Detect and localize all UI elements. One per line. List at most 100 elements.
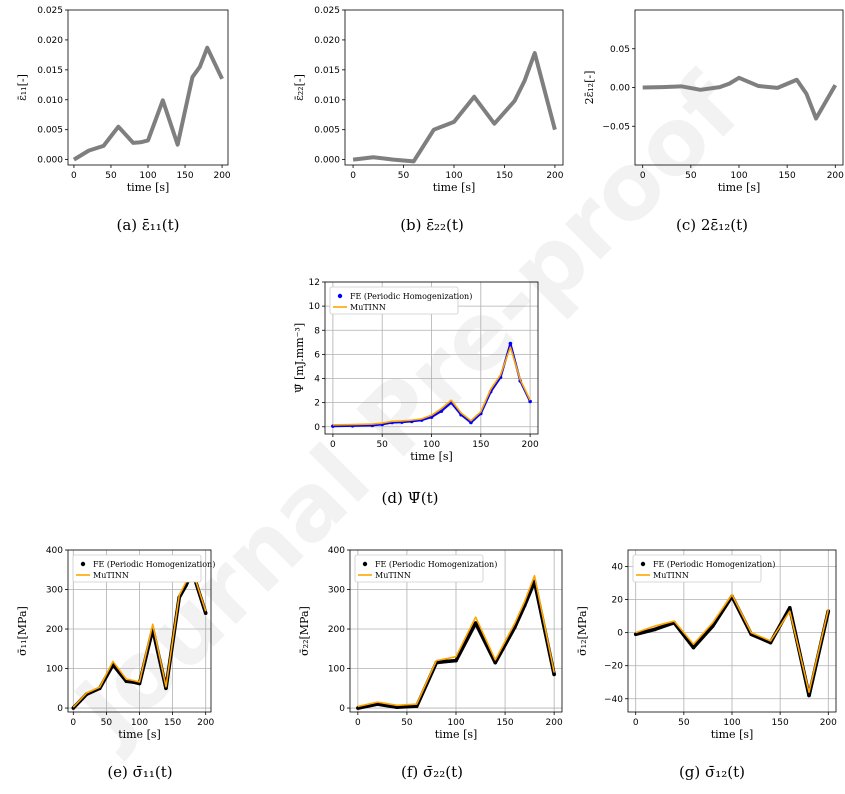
chart-b: 0 50 100 150 200 0.000 0.005 0.010 0.015 0.020 0.0…	[293, 6, 564, 234]
data-point	[444, 659, 448, 664]
legend-fe-label: FE (Periodic Homogenization)	[653, 560, 775, 569]
y-tick-label: 0.015	[37, 66, 63, 76]
data-point	[356, 706, 360, 710]
x-tick-label: 50	[398, 171, 410, 181]
data-point	[164, 686, 168, 691]
data-point	[469, 420, 473, 425]
y-axis-label: ε̄₁₁[-]	[16, 74, 29, 101]
x-tick-label: 50	[105, 171, 117, 181]
data-point	[552, 672, 556, 677]
x-tick-label: 0	[355, 718, 361, 728]
x-tick-label: 200	[827, 171, 844, 181]
x-axis-label: time [s]	[718, 181, 761, 194]
legend-box	[354, 554, 484, 583]
x-axis-label: time [s]	[127, 181, 170, 194]
legend-fe-label: FE (Periodic Homogenization)	[375, 560, 497, 569]
subfigure-caption: (d) Ψ̄(t)	[382, 489, 439, 507]
y-tick-label: 0.020	[37, 36, 63, 46]
y-tick-label: 4	[314, 375, 320, 385]
y-tick-label: 0.05	[610, 45, 630, 55]
y-tick-label: 0.025	[37, 6, 63, 16]
data-point	[633, 632, 638, 637]
y-tick-label: 8	[314, 326, 320, 336]
x-tick-label: 0	[70, 718, 76, 728]
y-tick-label: 100	[46, 665, 63, 675]
legend-fe-marker	[362, 561, 368, 567]
y-tick-label: 0.010	[37, 96, 63, 106]
x-tick-label: 150	[779, 171, 796, 181]
y-tick-label: −20	[604, 662, 623, 672]
data-point	[454, 658, 458, 663]
y-tick-label: 6	[314, 350, 320, 360]
y-tick-label: 40	[612, 563, 624, 573]
x-tick-label: 100	[423, 440, 440, 450]
x-tick-label: 0	[330, 440, 336, 450]
y-axis-label: 2ε̄₁₂[-]	[583, 71, 596, 105]
x-tick-label: 150	[176, 171, 193, 181]
x-tick-label: 100	[723, 718, 740, 728]
x-tick-label: 50	[678, 718, 690, 728]
x-tick-label: 200	[197, 718, 214, 728]
series-line	[642, 75, 838, 121]
y-tick-label: 0.005	[37, 126, 63, 136]
axes-frame	[344, 9, 564, 166]
y-tick-label: 300	[328, 586, 345, 596]
legend-mutinn-label: MuTINN	[653, 571, 689, 580]
data-point	[414, 704, 419, 708]
data-point	[375, 702, 380, 706]
x-tick-label: 100	[131, 718, 148, 728]
x-tick-label: 50	[376, 440, 388, 450]
chart-d: 0 50 100 150 200 0 2 4 6 8 10 12 time [s] Ψ̄ [mJ.mm⁻³…	[293, 278, 539, 507]
x-tick-label: 50	[101, 718, 113, 728]
y-tick-label: −40	[604, 695, 623, 705]
y-tick-label: 0.000	[314, 156, 340, 166]
legend-mutinn-label: MuTINN	[375, 571, 411, 580]
y-axis-label: σ̄₁₁[MPa]	[16, 606, 29, 656]
x-tick-label: 0	[640, 171, 646, 181]
subfigure-caption: (c) 2ε̄₁₂(t)	[676, 216, 748, 234]
x-tick-label: 200	[213, 171, 230, 181]
x-tick-label: 100	[139, 171, 156, 181]
data-point	[710, 624, 715, 628]
y-tick-label: 400	[46, 546, 63, 556]
series-mutinn-line	[357, 574, 555, 708]
x-tick-label: 150	[496, 171, 513, 181]
y-tick-label: 20	[612, 596, 624, 606]
x-tick-label: 200	[522, 440, 539, 450]
x-axis-label: time [s]	[433, 181, 476, 194]
y-tick-label: 0.00	[610, 84, 630, 94]
x-tick-label: 100	[730, 171, 747, 181]
series-line	[72, 45, 224, 162]
y-tick-label: 0	[57, 704, 63, 714]
x-axis-label: time [s]	[711, 728, 754, 741]
y-tick-label: 0.010	[314, 96, 340, 106]
y-tick-label: 100	[328, 665, 345, 675]
data-point	[508, 341, 513, 346]
chart-a: 0 50 100 150 200 0.000 0.005 0.010 0.015 0.020 0.0…	[16, 6, 231, 234]
legend-mutinn-label: MuTINN	[350, 303, 386, 312]
y-tick-label: 0.005	[314, 126, 340, 136]
x-tick-label: 0	[350, 171, 356, 181]
y-tick-label: 2	[314, 399, 320, 409]
subfigure-caption: (b) ε̄₂₂(t)	[400, 216, 464, 234]
y-tick-label: 10	[309, 302, 321, 312]
x-tick-label: 100	[447, 718, 464, 728]
y-axis-label: Ψ̄ [mJ.mm⁻³]	[293, 323, 306, 393]
x-tick-label: 150	[472, 440, 489, 450]
x-tick-label: 100	[445, 171, 462, 181]
legend-fe-label: FE (Periodic Homogenization)	[350, 292, 472, 301]
data-point	[137, 681, 142, 686]
series-line	[352, 51, 557, 164]
y-tick-label: 0.025	[314, 6, 340, 16]
x-axis-label: time [s]	[410, 450, 453, 463]
y-tick-label: 200	[46, 625, 63, 635]
x-tick-label: 200	[546, 718, 563, 728]
x-tick-label: 150	[496, 718, 513, 728]
x-axis-label: time [s]	[118, 728, 161, 741]
data-point	[493, 660, 498, 665]
y-tick-label: 300	[46, 586, 63, 596]
data-point	[787, 606, 792, 610]
x-tick-label: 150	[772, 718, 789, 728]
y-tick-label: 0.000	[37, 156, 63, 166]
